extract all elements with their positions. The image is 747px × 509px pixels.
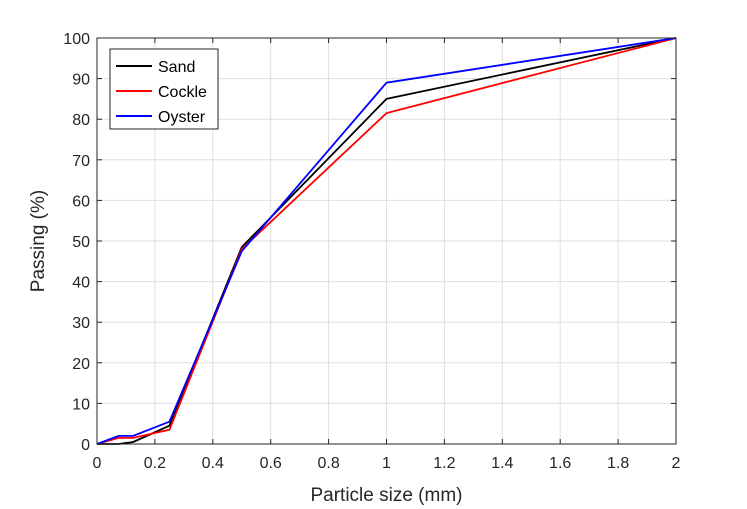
y-axis-title: Passing (%) <box>28 190 49 292</box>
y-tick-label: 20 <box>72 356 90 373</box>
x-tick-label: 0 <box>93 455 102 472</box>
x-tick-label: 1.8 <box>607 455 629 472</box>
legend: Sand Cockle Oyster <box>109 48 219 130</box>
x-axis: 0 0.2 0.4 0.6 0.8 1 1.2 1.4 1.6 1.8 2 <box>93 38 681 472</box>
y-tick-label: 30 <box>72 315 90 332</box>
x-tick-label: 0.6 <box>260 455 282 472</box>
y-tick-label: 0 <box>81 437 90 454</box>
x-tick-label: 2 <box>672 455 681 472</box>
x-tick-label: 0.4 <box>202 455 224 472</box>
x-tick-label: 1.2 <box>433 455 455 472</box>
x-tick-label: 1.6 <box>549 455 571 472</box>
x-tick-label: 0.2 <box>144 455 166 472</box>
y-tick-label: 70 <box>72 153 90 170</box>
x-axis-title: Particle size (mm) <box>310 485 462 506</box>
y-tick-label: 90 <box>72 72 90 89</box>
y-tick-label: 60 <box>72 193 90 210</box>
grid <box>97 38 676 444</box>
x-tick-label: 0.8 <box>317 455 339 472</box>
legend-label-sand: Sand <box>158 59 195 76</box>
x-tick-label: 1.4 <box>491 455 513 472</box>
legend-label-cockle: Cockle <box>158 84 207 101</box>
series-line-oyster <box>96 37 677 445</box>
x-tick-label: 1 <box>382 455 391 472</box>
y-tick-label: 10 <box>72 396 90 413</box>
series-line-cockle <box>96 37 677 445</box>
y-tick-label: 50 <box>72 234 90 251</box>
y-tick-label: 100 <box>63 31 90 48</box>
legend-label-oyster: Oyster <box>158 109 206 126</box>
y-tick-label: 80 <box>72 112 90 129</box>
y-tick-label: 40 <box>72 275 90 292</box>
y-axis: 0 10 20 30 40 50 60 70 80 90 100 <box>63 31 676 454</box>
